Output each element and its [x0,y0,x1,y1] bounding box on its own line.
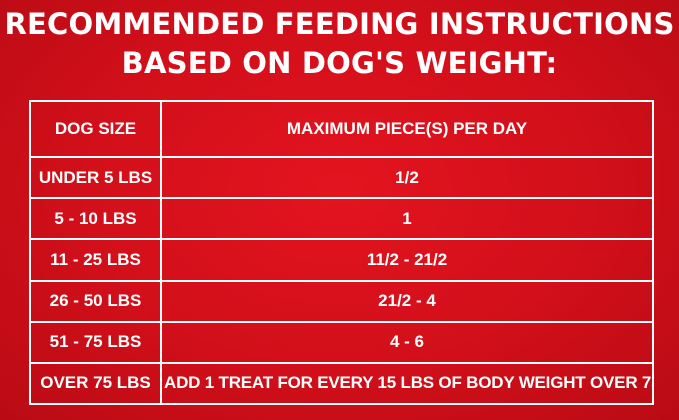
pieces-cell: 4 - 6 [160,320,654,364]
dog-size-cell: UNDER 5 LBS [29,156,162,200]
table-row: 11 - 25 LBS 11/2 - 21/2 [29,238,654,282]
pieces-cell: 21/2 - 4 [160,279,654,323]
table-row: 26 - 50 LBS 21/2 - 4 [29,279,654,323]
dog-size-cell: 11 - 25 LBS [29,238,162,282]
pieces-cell: ADD 1 TREAT FOR EVERY 15 LBS OF BODY WEI… [160,361,654,406]
title-line-2: BASED ON DOG'S WEIGHT: [121,46,558,80]
header-max-pieces: MAXIMUM PIECE(S) PER DAY [160,99,654,159]
dog-size-cell: 5 - 10 LBS [29,197,162,241]
pieces-cell: 11/2 - 21/2 [160,238,654,282]
header-dog-size: DOG SIZE [29,99,162,159]
feeding-table: DOG SIZE MAXIMUM PIECE(S) PER DAY UNDER … [29,99,654,406]
table-header-row: DOG SIZE MAXIMUM PIECE(S) PER DAY [29,99,654,159]
table-row: 5 - 10 LBS 1 [29,197,654,241]
pieces-cell: 1 [160,197,654,241]
dog-size-cell: 51 - 75 LBS [29,320,162,364]
dog-size-cell: 26 - 50 LBS [29,279,162,323]
table-row: 51 - 75 LBS 4 - 6 [29,320,654,364]
table-row: UNDER 5 LBS 1/2 [29,156,654,200]
table-row: OVER 75 LBS ADD 1 TREAT FOR EVERY 15 LBS… [29,361,654,406]
dog-size-cell: OVER 75 LBS [29,361,162,406]
title-line-1: RECOMMENDED FEEDING INSTRUCTIONS [4,7,675,41]
pieces-cell: 1/2 [160,156,654,200]
